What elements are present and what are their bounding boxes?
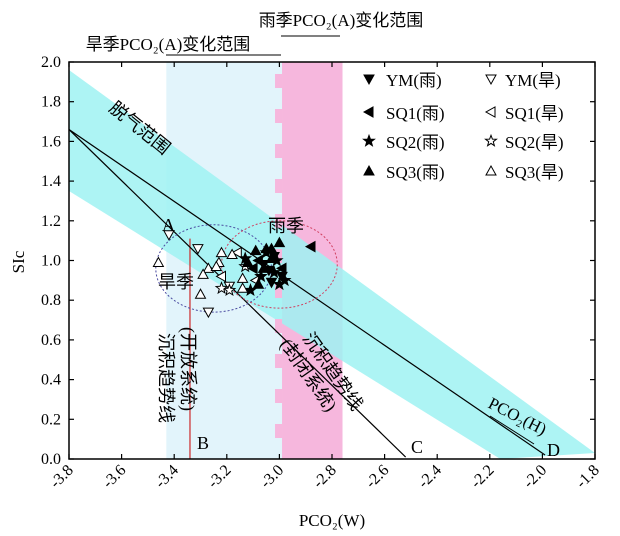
y-tick-label: 0.0 xyxy=(41,451,61,468)
point-sq3-旱 xyxy=(236,272,249,283)
wet-range-edge-notch xyxy=(275,179,283,193)
y-axis-title: SIc xyxy=(9,250,28,273)
y-tick-label: 1.6 xyxy=(41,133,61,150)
point-sq3-旱 xyxy=(210,260,223,271)
legend-marker-2 xyxy=(485,74,497,86)
point-sq3-旱 xyxy=(215,246,228,258)
line-end-label-d: D xyxy=(547,440,560,460)
y-tick-label: 0.4 xyxy=(41,372,61,389)
point-label-a: A xyxy=(162,215,175,235)
point-sq2-旱 xyxy=(214,281,229,295)
y-tick-label: 1.0 xyxy=(41,253,61,270)
x-tick-label: -2.4 xyxy=(415,462,445,492)
wet-range-edge-notch xyxy=(275,109,283,123)
legend-label-sq1-wet: SQ1(雨) xyxy=(386,104,445,123)
x-tick-label: -3.0 xyxy=(257,462,287,492)
wet-range-edge-notch xyxy=(275,284,283,298)
closed-system-line xyxy=(69,129,407,458)
legend-marker-3 xyxy=(362,106,374,118)
point-sq3-旱 xyxy=(202,262,215,273)
pco2h-line xyxy=(69,128,546,456)
y-tick-label: 1.2 xyxy=(41,213,61,230)
point-sq3-雨 xyxy=(252,278,265,289)
point-sq3-雨 xyxy=(249,244,262,256)
point-sq3-雨 xyxy=(257,262,270,273)
x-tick-label: -3.6 xyxy=(99,462,129,492)
point-sq3-雨 xyxy=(265,252,278,263)
wet-range-edge-notch xyxy=(275,354,283,368)
legend-label-sq1-dry: SQ1(旱) xyxy=(505,104,564,123)
x-tick-label: -2.0 xyxy=(520,462,550,492)
open-system-caption-line-2: (开放系统) xyxy=(177,327,198,411)
line-end-label-b: B xyxy=(197,433,209,453)
point-sq3-旱 xyxy=(194,288,207,299)
legend-label-ym-wet: YM(雨) xyxy=(386,71,442,90)
wet-range-edge-notch xyxy=(275,144,283,158)
wet-range-edge-notch xyxy=(275,424,283,438)
point-sq3-旱 xyxy=(152,256,165,267)
legend-marker-5 xyxy=(362,133,376,147)
x-tick-label: -1.8 xyxy=(573,462,603,492)
wet-range-label: 雨季PCO₂(A)变化范围 xyxy=(259,11,424,30)
zone-label-dry: 旱季 xyxy=(158,272,194,292)
legend-label-sq3-dry: SQ3(旱) xyxy=(505,163,564,182)
x-tick-label: -3.4 xyxy=(152,462,182,492)
y-tick-label: 0.2 xyxy=(41,411,61,428)
x-tick-label: -2.2 xyxy=(468,462,498,492)
legend-markers xyxy=(362,74,498,176)
x-tick-label: -2.6 xyxy=(362,462,392,492)
point-ym-旱 xyxy=(192,244,204,255)
point-sq2-雨 xyxy=(267,265,281,279)
dry-range-label: 旱季PCO₂(A)变化范围 xyxy=(86,35,251,54)
point-sq1-雨 xyxy=(304,240,316,253)
legend-label-sq2-dry: SQ2(旱) xyxy=(505,133,564,152)
open-system-caption: 沉积趋势线 (开放系统) xyxy=(156,327,198,423)
y-tick-label: 0.6 xyxy=(41,332,61,349)
open-system-caption-line-1: 沉积趋势线 xyxy=(156,333,176,423)
point-sq2-雨 xyxy=(254,269,268,283)
point-sq1-雨 xyxy=(275,262,287,275)
x-tick-label: -3.2 xyxy=(205,462,235,492)
x-tick-label: -2.8 xyxy=(310,462,340,492)
wet-range-edge-notch xyxy=(275,389,283,403)
wet-range-edge-notch xyxy=(275,249,283,263)
y-tick-label: 1.8 xyxy=(41,94,61,111)
point-sq2-雨 xyxy=(277,273,292,287)
legend-marker-7 xyxy=(363,164,375,176)
trend-lines-layer xyxy=(69,128,546,459)
point-sq1-雨 xyxy=(252,254,263,267)
wet-range-edge-notch xyxy=(275,74,283,88)
dry-range-annotation: 旱季PCO₂(A)变化范围 xyxy=(86,35,281,56)
point-sq1-旱 xyxy=(215,270,226,283)
x-axis-title: PCO₂(W) xyxy=(299,511,365,530)
legend-marker-8 xyxy=(485,164,497,176)
point-sq3-雨 xyxy=(241,256,254,267)
y-tick-label: 1.4 xyxy=(41,173,61,190)
wet-range-annotation: 雨季PCO₂(A)变化范围 xyxy=(259,11,424,37)
point-sq3-雨 xyxy=(273,236,286,248)
legend-label-sq2-wet: SQ2(雨) xyxy=(386,133,445,152)
y-tick-label: 0.8 xyxy=(41,292,61,309)
line-end-label-c: C xyxy=(411,437,423,457)
point-ym-旱 xyxy=(202,307,215,319)
point-sq3-旱 xyxy=(226,248,238,259)
point-sq1-旱 xyxy=(231,246,242,259)
point-sq3-旱 xyxy=(236,282,249,293)
point-ym-旱 xyxy=(163,230,175,241)
legend-label-ym-dry: YM(旱) xyxy=(505,71,561,90)
y-tick-label: 2.0 xyxy=(41,54,61,71)
wet-range-edge-notch xyxy=(275,214,283,228)
legend-marker-6 xyxy=(484,133,498,147)
wet-range-edge-notch xyxy=(275,319,283,333)
legend-marker-4 xyxy=(484,106,496,118)
legend-marker-1 xyxy=(363,74,375,86)
zone-label-wet: 雨季 xyxy=(268,216,304,236)
degassing-band xyxy=(69,69,595,459)
data-points-layer xyxy=(152,230,316,319)
point-sq3-旱 xyxy=(197,268,209,279)
legend: YM(雨) YM(旱) SQ1(雨) SQ1(旱) SQ2(雨) SQ2(旱) … xyxy=(362,71,564,182)
pco2h-pointer xyxy=(489,415,535,445)
legend-label-sq3-wet: SQ3(雨) xyxy=(386,163,445,182)
